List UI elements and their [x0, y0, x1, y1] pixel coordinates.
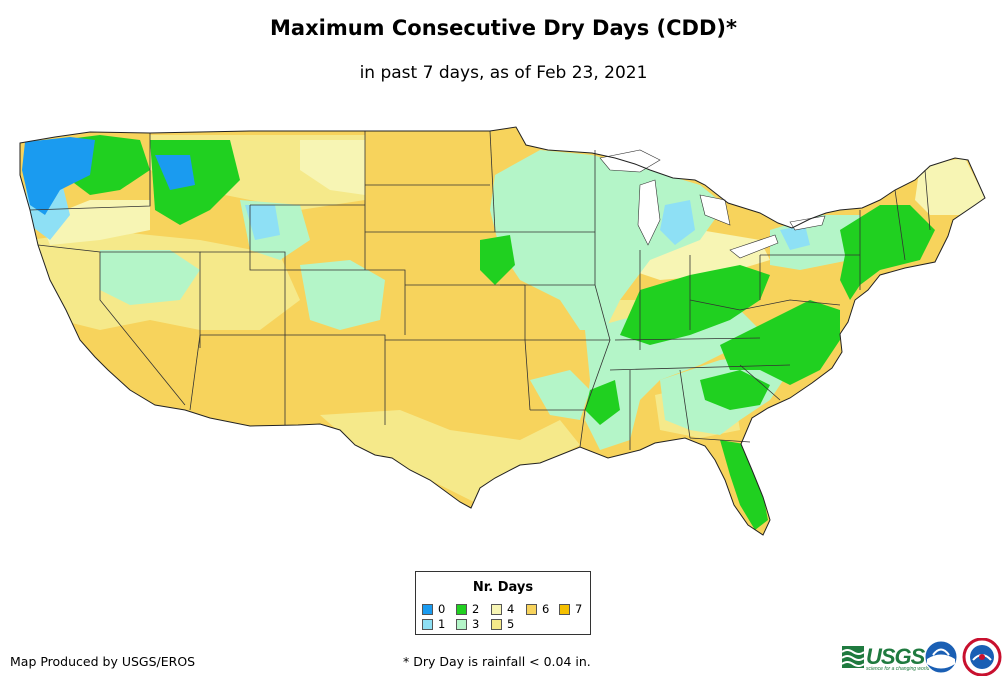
legend-item-6: 6 [526, 603, 549, 615]
legend-label-2: 2 [472, 602, 480, 616]
legend-swatch-6 [526, 603, 537, 615]
legend-swatch-4 [491, 603, 502, 615]
legend-item-4: 4 [491, 603, 514, 615]
legend: Nr. Days 0 1 2 3 4 5 6 7 [415, 571, 591, 635]
legend-item-7: 7 [559, 603, 582, 615]
dry-day-footnote: * Dry Day is rainfall < 0.04 in. [403, 654, 591, 669]
state-boundaries [29, 130, 931, 450]
border-ky-tn [614, 337, 761, 341]
nws-logo-icon [962, 638, 1002, 676]
legend-label-5: 5 [507, 617, 515, 631]
zone-4-montana [300, 140, 365, 195]
zone-3-louisiana [530, 370, 590, 420]
legend-item-3: 3 [456, 618, 479, 630]
zone-2-northeast [840, 205, 935, 300]
border-tn-south [609, 364, 791, 371]
zone-4-maine [915, 158, 985, 215]
border-colorado [285, 269, 406, 335]
usgs-logo: USGS science for a changing world [842, 642, 929, 672]
zone-2-georgia [700, 370, 770, 410]
border-maine [924, 169, 931, 231]
legend-swatch-0 [422, 603, 433, 615]
legend-label-3: 3 [472, 617, 480, 631]
us-outline [19, 126, 986, 536]
border-new-england [894, 189, 906, 261]
legend-title: Nr. Days [472, 580, 534, 595]
legend-label-7: 7 [575, 602, 583, 616]
legend-swatch-2 [456, 603, 467, 615]
zone-5-texas [320, 410, 580, 505]
legend-label-4: 4 [507, 602, 515, 616]
great-lakes [599, 149, 826, 259]
zone-3-nevada [100, 250, 200, 305]
zone-2-iowa [480, 235, 515, 285]
legend-item-0: 0 [422, 603, 445, 615]
border-dakotas-east [489, 130, 496, 233]
map-credit: Map Produced by USGS/EROS [10, 654, 196, 669]
noaa-logo-icon [924, 640, 958, 674]
map-subtitle: in past 7 days, as of Feb 23, 2021 [359, 63, 648, 83]
legend-label-6: 6 [542, 602, 550, 616]
border-california [37, 244, 186, 406]
usgs-tagline: science for a changing world [866, 666, 930, 672]
zone-1-wyoming [245, 205, 280, 240]
zone-2-kentucky [620, 265, 770, 345]
legend-label-0: 0 [438, 602, 446, 616]
border-utah [200, 251, 286, 336]
lake-superior [599, 149, 661, 173]
zone-2-mississippi [585, 380, 620, 425]
border-mississippi-river [579, 150, 611, 448]
zone-2-virginia [720, 300, 840, 385]
legend-swatch-7 [559, 603, 570, 615]
zone-0-washington [22, 137, 95, 215]
legend-swatch-1 [422, 618, 433, 630]
lake-huron [699, 194, 731, 226]
border-new-mexico [285, 334, 386, 425]
legend-swatch-5 [491, 618, 502, 630]
zone-3-colorado [300, 260, 385, 330]
legend-item-2: 2 [456, 603, 479, 615]
lake-erie [729, 234, 779, 259]
legend-item-5: 5 [491, 618, 514, 630]
lake-michigan [637, 179, 661, 246]
legend-item-1: 1 [422, 618, 445, 630]
zone-1-pennsylvania [780, 225, 810, 250]
border-kentucky-va [689, 299, 841, 311]
usgs-wave-icon [842, 646, 865, 668]
border-ga-sc [739, 364, 781, 401]
legend-label-1: 1 [438, 617, 446, 631]
usgs-wordmark: USGS [866, 644, 925, 669]
border-ga-fl [689, 437, 751, 443]
zone-1-michigan [660, 200, 695, 245]
border-wyoming-west [249, 205, 285, 271]
map-title: Maximum Consecutive Dry Days (CDD)* [270, 16, 737, 40]
border-arizona-west [189, 334, 201, 411]
zone-2-florida [720, 440, 768, 530]
zone-0-idaho [155, 155, 195, 190]
legend-swatch-3 [456, 618, 467, 630]
border-al-ga [679, 369, 691, 439]
